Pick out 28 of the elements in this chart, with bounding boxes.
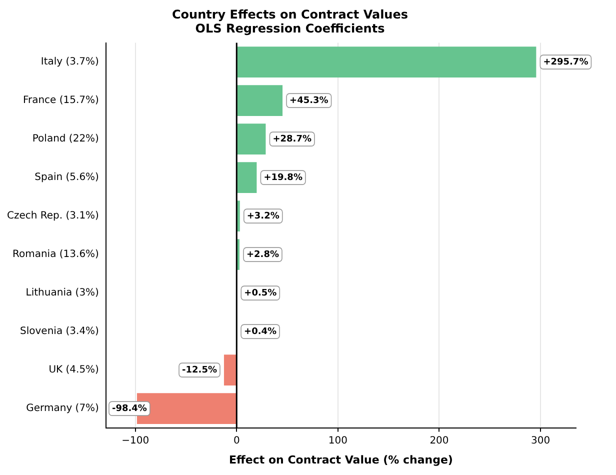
- y-tick-label: Italy (3.7%): [40, 56, 100, 68]
- data-label: +0.4%: [244, 326, 277, 337]
- data-label: +28.7%: [272, 134, 312, 144]
- y-tick-label: UK (4.5%): [48, 364, 100, 376]
- data-label: -12.5%: [182, 365, 217, 376]
- x-tick-label: 0: [233, 435, 240, 446]
- data-label: +0.5%: [244, 288, 277, 298]
- data-label: +2.8%: [246, 250, 279, 260]
- x-axis-title: Effect on Contract Value (% change): [228, 453, 453, 466]
- data-label: +295.7%: [543, 57, 588, 68]
- data-label: -98.4%: [112, 404, 147, 414]
- y-tick-label: Spain (5.6%): [34, 172, 100, 184]
- y-tick-label: Poland (22%): [32, 134, 100, 145]
- chart-subtitle: OLS Regression Coefficients: [195, 22, 385, 36]
- x-tick-label: −100: [122, 435, 150, 446]
- data-label: +45.3%: [290, 96, 328, 106]
- x-tick-label: 300: [531, 435, 550, 446]
- y-tick-label: Romania (13.6%): [12, 249, 100, 260]
- x-tick-label: 200: [430, 435, 449, 446]
- data-label: +19.8%: [264, 172, 302, 183]
- y-tick-label: Lithuania (3%): [26, 288, 100, 299]
- data-label: +3.2%: [246, 211, 280, 222]
- y-tick-label: France (15.7%): [22, 95, 100, 106]
- y-tick-label: Czech Rep. (3.1%): [6, 210, 100, 222]
- y-tick-label: Germany (7%): [26, 403, 100, 414]
- chart-title: Country Effects on Contract Values: [172, 7, 408, 22]
- x-tick-label: 100: [328, 435, 348, 446]
- y-tick-label: Slovenia (3.4%): [20, 326, 100, 338]
